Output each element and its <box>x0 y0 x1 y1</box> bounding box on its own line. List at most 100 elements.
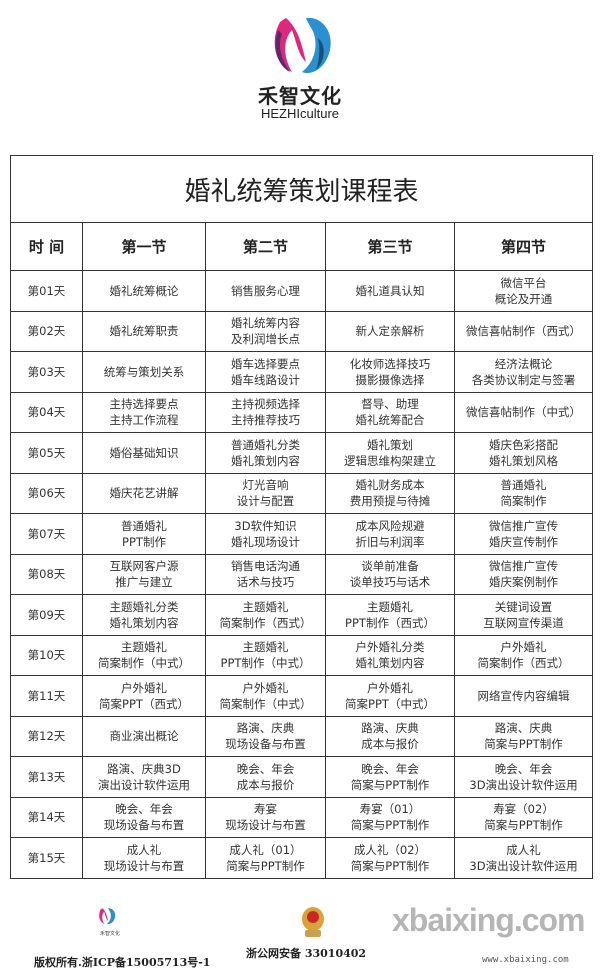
session-cell: 主持选择要点 主持工作流程 <box>82 391 206 433</box>
brand-name-cn: 禾智文化 <box>258 84 342 108</box>
session-cell: 晚会、年会 3D演出设计软件运用 <box>453 756 594 798</box>
session-cell: 婚礼统筹概论 <box>82 270 206 312</box>
session-cell: 户外婚礼 简案PPT（中式） <box>325 675 455 717</box>
session-cell: 谈单前准备 谈单技巧与话术 <box>325 553 455 595</box>
session-cell: 晚会、年会 现场设备与布置 <box>82 796 206 838</box>
hezhi-logo <box>272 13 332 77</box>
session-cell: 主题婚礼分类 婚礼策划内容 <box>82 594 206 636</box>
session-cell: 寿宴（02） 简案与PPT制作 <box>453 796 594 838</box>
header-session-4: 第四节 <box>453 222 594 271</box>
session-cell: 微信平台 概论及开通 <box>453 270 594 312</box>
session-cell: 互联网客户源 推广与建立 <box>82 553 206 595</box>
session-cell: 路演、庆典 现场设备与布置 <box>205 715 326 757</box>
session-cell: 普通婚礼分类 婚礼策划内容 <box>205 432 326 474</box>
session-cell: 3D软件知识 婚礼现场设计 <box>205 513 326 555</box>
session-cell: 婚庆花艺讲解 <box>82 472 206 514</box>
table-row: 第05天 婚俗基础知识 普通婚礼分类 婚礼策划内容 婚礼策划 逻辑思维构架建立 婚庆色彩… <box>10 432 594 474</box>
table-row: 第07天 普通婚礼 PPT制作 3D软件知识 婚礼现场设计 成本风险规避 折旧与利润率… <box>10 513 594 555</box>
day-cell: 第13天 <box>10 756 83 798</box>
day-cell: 第12天 <box>10 715 83 757</box>
session-cell: 成人礼 3D演出设计软件运用 <box>453 837 594 879</box>
session-cell: 成人礼（01） 简案与PPT制作 <box>205 837 326 879</box>
session-cell: 销售电话沟通 话术与技巧 <box>205 553 326 595</box>
session-cell: 成人礼 现场设计与布置 <box>82 837 206 879</box>
session-cell: 主题婚礼 PPT制作（中式） <box>205 634 326 676</box>
table-row: 第03天 统筹与策划关系 婚车选择要点 婚车线路设计 化妆师选择技巧 摄影摄像选择 经济… <box>10 351 594 393</box>
session-cell: 销售服务心理 <box>205 270 326 312</box>
footer-logo <box>99 908 116 925</box>
session-cell: 婚礼统筹内容 及利润增长点 <box>205 310 326 352</box>
table-row: 第09天 主题婚礼分类 婚礼策划内容 主题婚礼 简案制作（西式） 主题婚礼 PPT制作… <box>10 594 594 636</box>
session-cell: 微信喜帖制作（西式） <box>453 310 594 352</box>
table-row: 第06天 婚庆花艺讲解 灯光音响 设计与配置 婚礼财务成本 费用预提与待摊 普通婚礼 简… <box>10 472 594 514</box>
table-row: 第08天 互联网客户源 推广与建立 销售电话沟通 话术与技巧 谈单前准备 谈单技巧与话… <box>10 553 594 595</box>
session-cell: 主题婚礼 简案制作（西式） <box>205 594 326 636</box>
session-cell: 成人礼（02） 简案与PPT制作 <box>325 837 455 879</box>
session-cell: 商业演出概论 <box>82 715 206 757</box>
icp-record[interactable]: 版权所有.浙ICP备15005713号-1 <box>34 956 211 969</box>
police-emblem-icon <box>302 907 324 937</box>
footer-logo-text: 禾智文化 <box>99 931 120 937</box>
day-cell: 第03天 <box>10 351 83 393</box>
session-cell: 婚礼道具认知 <box>325 270 455 312</box>
session-cell: 灯光音响 设计与配置 <box>205 472 326 514</box>
police-record[interactable]: 浙公网安备 33010402 <box>246 947 367 960</box>
table-row: 第12天 商业演出概论 路演、庆典 现场设备与布置 路演、庆典 成本与报价 路演、庆典 … <box>10 715 594 757</box>
day-cell: 第05天 <box>10 432 83 474</box>
session-cell: 主题婚礼 简案制作（中式） <box>82 634 206 676</box>
watermark: xbaixing.com <box>392 902 585 938</box>
session-cell: 婚庆色彩搭配 婚礼策划风格 <box>453 432 594 474</box>
table-body: 第01天 婚礼统筹概论 销售服务心理 婚礼道具认知 微信平台 概论及开通 第02天 婚礼统筹… <box>10 270 594 879</box>
session-cell: 婚礼财务成本 费用预提与待摊 <box>325 472 455 514</box>
session-cell: 婚礼统筹职责 <box>82 310 206 352</box>
table-row: 第10天 主题婚礼 简案制作（中式） 主题婚礼 PPT制作（中式） 户外婚礼分类 婚礼… <box>10 634 594 676</box>
day-cell: 第04天 <box>10 391 83 433</box>
session-cell: 网络宣传内容编辑 <box>453 675 594 717</box>
session-cell: 普通婚礼 PPT制作 <box>82 513 206 555</box>
session-cell: 督导、助理 婚礼统筹配合 <box>325 391 455 433</box>
table-title: 婚礼统筹策划课程表 <box>9 155 594 223</box>
session-cell: 路演、庆典 成本与报价 <box>325 715 455 757</box>
session-cell: 主持视频选择 主持推荐技巧 <box>205 391 326 433</box>
day-cell: 第10天 <box>10 634 83 676</box>
day-cell: 第11天 <box>10 675 83 717</box>
header-session-2: 第二节 <box>205 222 326 271</box>
day-cell: 第07天 <box>10 513 83 555</box>
session-cell: 关键词设置 互联网宣传渠道 <box>453 594 594 636</box>
table-row: 第01天 婚礼统筹概论 销售服务心理 婚礼道具认知 微信平台 概论及开通 <box>10 270 594 312</box>
session-cell: 户外婚礼分类 婚礼策划内容 <box>325 634 455 676</box>
header-session-3: 第三节 <box>325 222 455 271</box>
day-cell: 第08天 <box>10 553 83 595</box>
session-cell: 路演、庆典 简案与PPT制作 <box>453 715 594 757</box>
table-row: 第02天 婚礼统筹职责 婚礼统筹内容 及利润增长点 新人定亲解析 微信喜帖制作（西式） <box>10 310 594 352</box>
table-row: 第11天 户外婚礼 简案PPT（西式） 户外婚礼 简案制作（中式） 户外婚礼 简案PP… <box>10 675 594 717</box>
course-schedule-table: 婚礼统筹策划课程表 时 间 第一节 第二节 第三节 第四节 第01天 婚礼统筹概论… <box>9 155 594 879</box>
day-cell: 第01天 <box>10 270 83 312</box>
session-cell: 化妆师选择技巧 摄影摄像选择 <box>325 351 455 393</box>
day-cell: 第15天 <box>10 837 83 879</box>
session-cell: 经济法概论 各类协议制定与签署 <box>453 351 594 393</box>
session-cell: 普通婚礼 简案制作 <box>453 472 594 514</box>
day-cell: 第14天 <box>10 796 83 838</box>
session-cell: 晚会、年会 成本与报价 <box>205 756 326 798</box>
day-cell: 第09天 <box>10 594 83 636</box>
session-cell: 统筹与策划关系 <box>82 351 206 393</box>
table-row: 第13天 路演、庆典3D 演出设计软件运用 晚会、年会 成本与报价 晚会、年会 简案与… <box>10 756 594 798</box>
session-cell: 婚俗基础知识 <box>82 432 206 474</box>
session-cell: 婚礼策划 逻辑思维构架建立 <box>325 432 455 474</box>
session-cell: 微信推广宣传 婚庆宣传制作 <box>453 513 594 555</box>
session-cell: 寿宴（01） 简案与PPT制作 <box>325 796 455 838</box>
session-cell: 户外婚礼 简案PPT（西式） <box>82 675 206 717</box>
session-cell: 微信推广宣传 婚庆案例制作 <box>453 553 594 595</box>
watermark-url: www.xbaixing.com <box>482 955 569 965</box>
session-cell: 路演、庆典3D 演出设计软件运用 <box>82 756 206 798</box>
header-time: 时 间 <box>10 222 83 271</box>
session-cell: 成本风险规避 折旧与利润率 <box>325 513 455 555</box>
brand-name-en: HEZHIculture <box>260 106 340 121</box>
session-cell: 微信喜帖制作（中式） <box>453 391 594 433</box>
table-row: 第04天 主持选择要点 主持工作流程 主持视频选择 主持推荐技巧 督导、助理 婚礼统筹… <box>10 391 594 433</box>
header-row: 时 间 第一节 第二节 第三节 第四节 <box>10 222 594 271</box>
session-cell: 寿宴 现场设计与布置 <box>205 796 326 838</box>
table-row: 第14天 晚会、年会 现场设备与布置 寿宴 现场设计与布置 寿宴（01） 简案与PPT… <box>10 796 594 838</box>
session-cell: 晚会、年会 简案与PPT制作 <box>325 756 455 798</box>
